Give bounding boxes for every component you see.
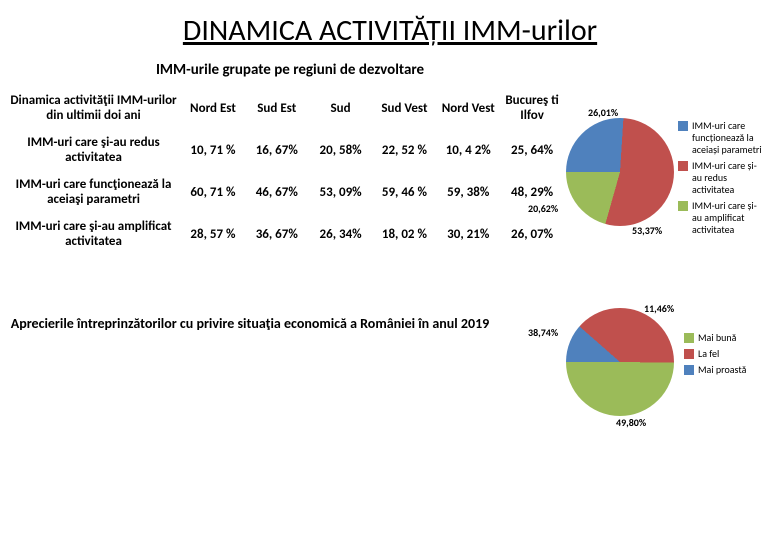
cell: 60, 71 % bbox=[181, 171, 245, 213]
cell: 26, 34% bbox=[309, 213, 373, 255]
legend-text: Mai bună bbox=[698, 332, 736, 344]
col-header: Sud bbox=[309, 87, 373, 129]
cell: 26, 07% bbox=[500, 213, 564, 255]
cell: 25, 64% bbox=[500, 129, 564, 171]
pie1-label-b: 20,62% bbox=[528, 202, 558, 215]
pie2-legend: Mai bună La fel Mai proastă bbox=[684, 332, 746, 380]
table-subtitle: IMM-urile grupate pe regiuni de dezvolta… bbox=[40, 61, 540, 79]
legend-item: IMM-uri care și-au amplificat activitate… bbox=[678, 200, 766, 236]
data-table: Dinamica activităţii IMM-urilor din ulti… bbox=[6, 87, 564, 255]
cell: 46, 67% bbox=[245, 171, 309, 213]
swatch-icon bbox=[678, 161, 688, 171]
cell: 30, 21% bbox=[436, 213, 500, 255]
col-header: Bucureş ti Ilfov bbox=[500, 87, 564, 129]
cell: 20, 58% bbox=[309, 129, 373, 171]
swatch-icon bbox=[678, 201, 688, 211]
cell: 36, 67% bbox=[245, 213, 309, 255]
col-header: Nord Est bbox=[181, 87, 245, 129]
col-header: Sud Vest bbox=[373, 87, 437, 129]
legend-text: IMM-uri care și-au redus activitatea bbox=[692, 160, 766, 196]
pie-chart-economy bbox=[566, 308, 674, 416]
cell: 59, 38% bbox=[436, 171, 500, 213]
pie1-label-c: 53,37% bbox=[632, 224, 662, 237]
col-header: Sud Est bbox=[245, 87, 309, 129]
pie-chart-activity bbox=[566, 118, 674, 226]
row-label: IMM-uri care şi-au redus activitatea bbox=[6, 129, 181, 171]
table-row: IMM-uri care şi-au redus activitatea 10,… bbox=[6, 129, 564, 171]
legend-item: IMM-uri care funcționează la aceiași par… bbox=[678, 120, 766, 156]
chart-area: 26,01% 20,62% 53,37% IMM-uri care funcți… bbox=[566, 118, 766, 478]
pie2-label-a: 11,46% bbox=[644, 302, 674, 315]
cell: 59, 46 % bbox=[373, 171, 437, 213]
swatch-icon bbox=[684, 333, 694, 343]
legend-text: La fel bbox=[698, 348, 719, 360]
legend-item: Mai bună bbox=[684, 332, 746, 344]
stub-header: Dinamica activităţii IMM-urilor din ulti… bbox=[6, 87, 181, 129]
cell: 16, 67% bbox=[245, 129, 309, 171]
cell: 18, 02 % bbox=[373, 213, 437, 255]
swatch-icon bbox=[684, 365, 694, 375]
table-row: IMM-uri care şi-au amplificat activitate… bbox=[6, 213, 564, 255]
pie1-legend: IMM-uri care funcționează la aceiași par… bbox=[678, 120, 766, 240]
data-table-wrap: Dinamica activităţii IMM-urilor din ulti… bbox=[6, 87, 564, 255]
cell: 10, 4 2% bbox=[436, 129, 500, 171]
cell: 10, 71 % bbox=[181, 129, 245, 171]
table-header-row: Dinamica activităţii IMM-urilor din ulti… bbox=[6, 87, 564, 129]
cell: 53, 09% bbox=[309, 171, 373, 213]
legend-text: Mai proastă bbox=[698, 364, 746, 376]
pie2-label-c: 49,80% bbox=[616, 416, 646, 429]
legend-item: Mai proastă bbox=[684, 364, 746, 376]
cell: 22, 52 % bbox=[373, 129, 437, 171]
swatch-icon bbox=[678, 121, 688, 131]
table-row: IMM-uri care funcţionează la aceiaşi par… bbox=[6, 171, 564, 213]
cell: 28, 57 % bbox=[181, 213, 245, 255]
page-title: DINAMICA ACTIVITĂȚII IMM-urilor bbox=[0, 0, 780, 53]
legend-item: La fel bbox=[684, 348, 746, 360]
legend-text: IMM-uri care funcționează la aceiași par… bbox=[692, 120, 766, 156]
legend-item: IMM-uri care și-au redus activitatea bbox=[678, 160, 766, 196]
footer-note: Aprecierile întreprinzătorilor cu privir… bbox=[10, 315, 490, 333]
pie1-label-a: 26,01% bbox=[588, 106, 618, 119]
swatch-icon bbox=[684, 349, 694, 359]
legend-text: IMM-uri care și-au amplificat activitate… bbox=[692, 200, 766, 236]
col-header: Nord Vest bbox=[436, 87, 500, 129]
row-label: IMM-uri care funcţionează la aceiaşi par… bbox=[6, 171, 181, 213]
pie2-label-b: 38,74% bbox=[528, 326, 558, 339]
row-label: IMM-uri care şi-au amplificat activitate… bbox=[6, 213, 181, 255]
